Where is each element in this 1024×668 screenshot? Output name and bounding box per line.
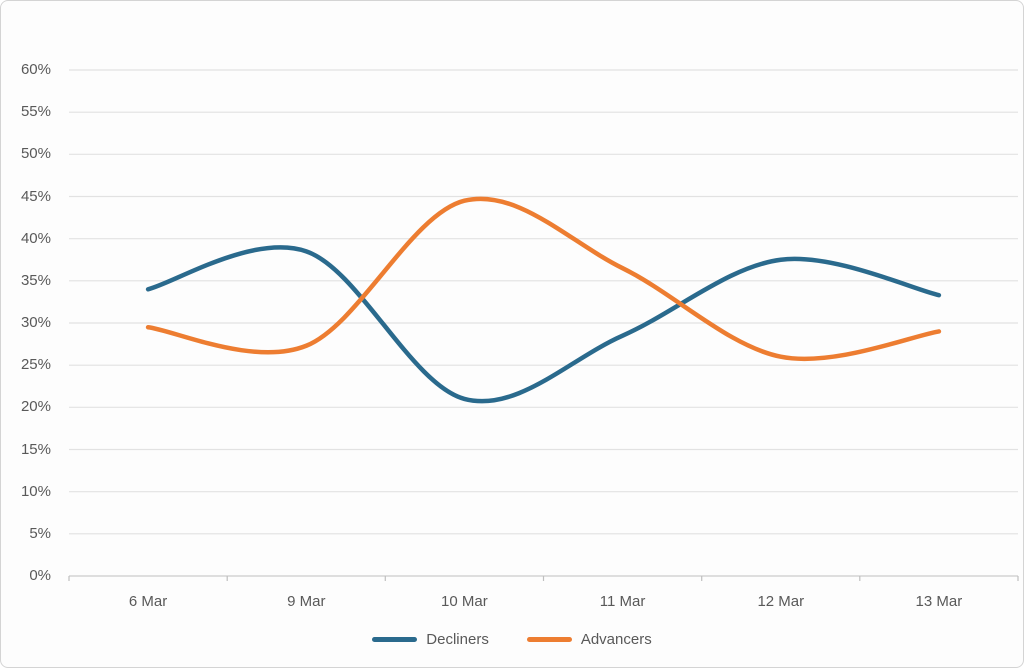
y-axis-tick-label: 10%: [20, 482, 51, 500]
legend: Decliners Advancers: [1, 631, 1023, 648]
x-axis-tick-label: 6 Mar: [128, 593, 168, 610]
gridlines: [69, 69, 1018, 535]
legend-label-advancers: Advancers: [580, 631, 652, 648]
y-axis-tick-label: 20%: [20, 398, 51, 416]
legend-label-decliners: Decliners: [426, 631, 489, 648]
y-axis-tick-label: 0%: [29, 567, 51, 584]
x-axis-tick-label: 9 Mar: [287, 593, 326, 610]
y-axis-tick-label: 55%: [20, 103, 51, 121]
legend-item-decliners: Decliners: [372, 631, 489, 648]
y-axis-tick-label: 25%: [20, 356, 51, 374]
advancers-line-swatch: [526, 637, 572, 642]
y-axis-tick-label: 30%: [20, 314, 51, 331]
y-axis-tick-label: 35%: [20, 271, 51, 289]
x-axis-tick-label: 11 Mar: [599, 593, 646, 610]
y-axis-tick-label: 40%: [20, 229, 51, 247]
legend-item-advancers: Advancers: [526, 631, 652, 648]
x-axis-tick-label: 10 Mar: [441, 593, 488, 610]
series-line-decliners: [145, 245, 942, 404]
x-axis: [68, 575, 1019, 581]
y-axis-tick-label: 5%: [29, 524, 51, 542]
series-line-advancers: [145, 196, 942, 362]
y-axis-tick-label: 60%: [20, 61, 51, 78]
x-axis-tick-label: 13 Mar: [915, 593, 963, 610]
y-axis-tick-label: 15%: [20, 440, 51, 458]
y-axis-tick-label: 50%: [20, 145, 51, 163]
x-axis-tick-label: 12 Mar: [757, 593, 805, 610]
y-axis-tick-label: 45%: [20, 187, 51, 205]
series-lines: [145, 196, 942, 404]
decliners-line-swatch: [372, 637, 418, 642]
